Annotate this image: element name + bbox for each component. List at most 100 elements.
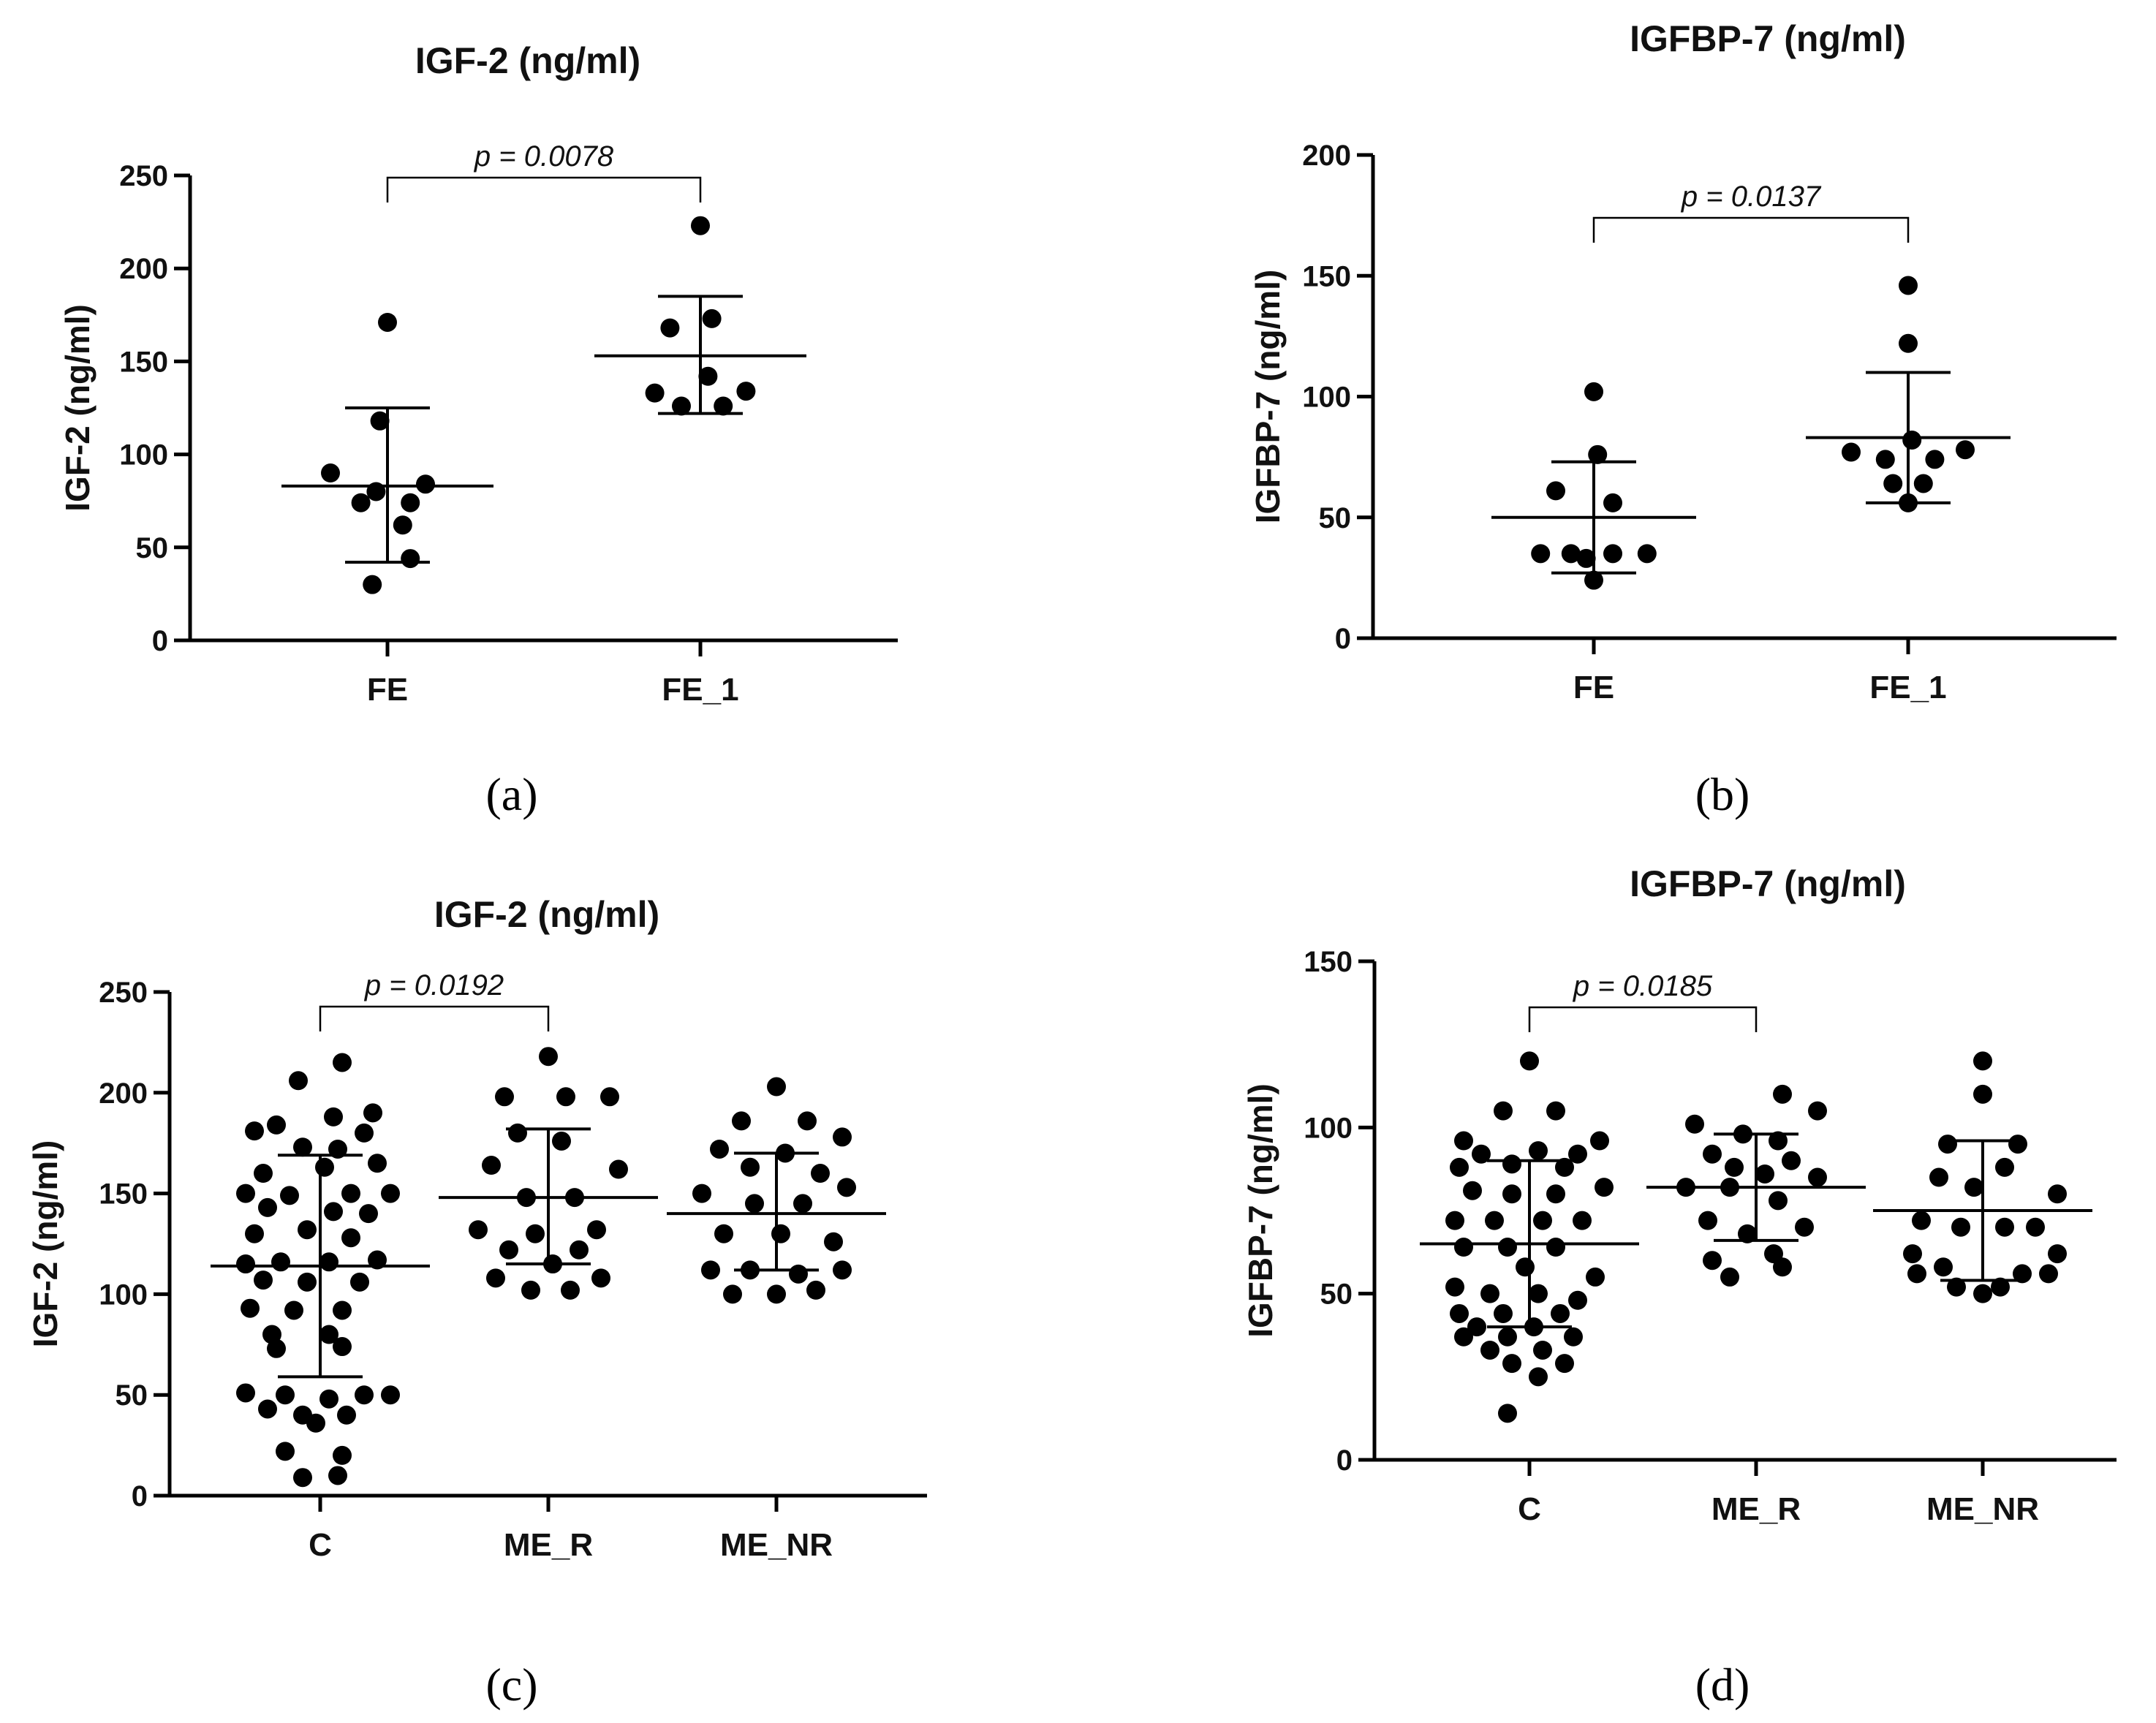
y-tick-label: 0	[1335, 623, 1351, 655]
series-ME_R	[439, 1047, 658, 1300]
data-point	[499, 1240, 518, 1260]
data-point	[1480, 1340, 1499, 1360]
data-point	[1445, 1211, 1464, 1230]
data-point	[1703, 1251, 1722, 1271]
data-point	[1725, 1157, 1744, 1177]
data-point	[1485, 1211, 1504, 1230]
data-point	[1494, 1303, 1513, 1323]
y-tick-label: 0	[152, 625, 168, 657]
p-value-label: p = 0.0137	[1681, 181, 1822, 213]
data-point	[333, 1337, 352, 1357]
data-point	[1995, 1157, 2014, 1177]
chart-title: IGFBP-7 (ng/ml)	[1630, 863, 1906, 904]
data-point	[276, 1442, 295, 1461]
data-point	[1907, 1264, 1926, 1284]
data-point	[1842, 442, 1861, 462]
x-tick-label: ME_NR	[720, 1527, 833, 1563]
data-point	[2008, 1135, 2027, 1154]
data-point	[381, 1184, 400, 1203]
data-point	[355, 1385, 374, 1405]
data-point	[1991, 1277, 2010, 1297]
x-tick-label: ME_NR	[1926, 1491, 2039, 1527]
x-tick-label: C	[1518, 1491, 1541, 1527]
data-point	[521, 1280, 540, 1300]
data-point	[1467, 1317, 1486, 1337]
series-C	[1420, 1051, 1639, 1423]
data-point	[1938, 1135, 1957, 1154]
data-point	[798, 1111, 817, 1131]
series-ME_NR	[667, 1077, 886, 1304]
data-point	[401, 493, 420, 512]
data-point	[701, 1260, 720, 1280]
data-point	[789, 1264, 808, 1284]
data-point	[1516, 1257, 1535, 1277]
y-tick-label: 200	[99, 1078, 148, 1110]
data-point	[1637, 544, 1657, 564]
data-point	[1564, 1327, 1583, 1347]
panel-d: IGFBP-7 (ng/ml) IGFBP-7 (ng/ml) 0 50 100 150 C…	[1241, 863, 2117, 1711]
data-point	[1533, 1340, 1552, 1360]
y-tick-label: 50	[1319, 502, 1352, 534]
data-point	[1546, 1184, 1565, 1204]
data-point	[591, 1268, 610, 1288]
data-point	[368, 1154, 387, 1173]
data-point	[1529, 1367, 1548, 1387]
data-point	[363, 1103, 382, 1123]
data-point	[691, 216, 710, 235]
data-point	[298, 1272, 317, 1292]
data-point	[1698, 1211, 1717, 1230]
data-point	[306, 1413, 325, 1433]
data-point	[600, 1087, 619, 1107]
data-point	[1925, 450, 1945, 469]
data-point	[337, 1405, 356, 1425]
data-point	[350, 1272, 369, 1292]
data-point	[333, 1300, 352, 1320]
data-point	[1590, 1131, 1609, 1151]
data-point	[1454, 1238, 1473, 1257]
data-point	[2013, 1264, 2032, 1284]
data-point	[333, 1053, 352, 1072]
significance-bracket	[1592, 216, 1910, 243]
data-point	[258, 1399, 277, 1419]
data-point	[1808, 1167, 1827, 1187]
data-point	[1546, 481, 1565, 501]
data-point	[1899, 276, 1918, 295]
data-point	[824, 1232, 843, 1251]
x-tick-label: FE	[367, 672, 408, 708]
series-FE	[1491, 382, 1696, 590]
data-point	[587, 1220, 606, 1240]
data-point	[556, 1087, 575, 1107]
chart-title: IGFBP-7 (ng/ml)	[1630, 18, 1906, 59]
data-point	[767, 1077, 786, 1097]
panel-caption: (c)	[485, 1659, 537, 1711]
data-point	[254, 1271, 273, 1290]
data-point	[324, 1107, 343, 1126]
y-tick-label: 250	[99, 977, 148, 1009]
data-point	[1995, 1217, 2014, 1237]
y-tick-label: 50	[136, 532, 169, 564]
data-point	[1480, 1284, 1499, 1303]
data-point	[381, 1385, 400, 1405]
data-point	[401, 549, 420, 569]
data-point	[1546, 1101, 1565, 1121]
data-point	[1472, 1144, 1491, 1164]
data-point	[393, 515, 412, 535]
series-FE	[281, 312, 493, 594]
data-point	[732, 1111, 751, 1131]
data-point	[321, 463, 340, 483]
data-point	[1720, 1267, 1739, 1287]
data-point	[1568, 1144, 1587, 1164]
data-point	[254, 1164, 273, 1184]
data-point	[328, 1466, 347, 1485]
data-point	[1769, 1131, 1788, 1151]
y-tick-label: 150	[99, 1178, 148, 1211]
data-point	[1531, 544, 1551, 564]
data-point	[702, 308, 722, 328]
data-point	[1883, 474, 1903, 493]
data-point	[341, 1228, 360, 1248]
data-point	[1738, 1224, 1757, 1243]
data-point	[1773, 1084, 1792, 1104]
data-point	[1795, 1217, 1814, 1237]
data-point	[495, 1087, 514, 1107]
